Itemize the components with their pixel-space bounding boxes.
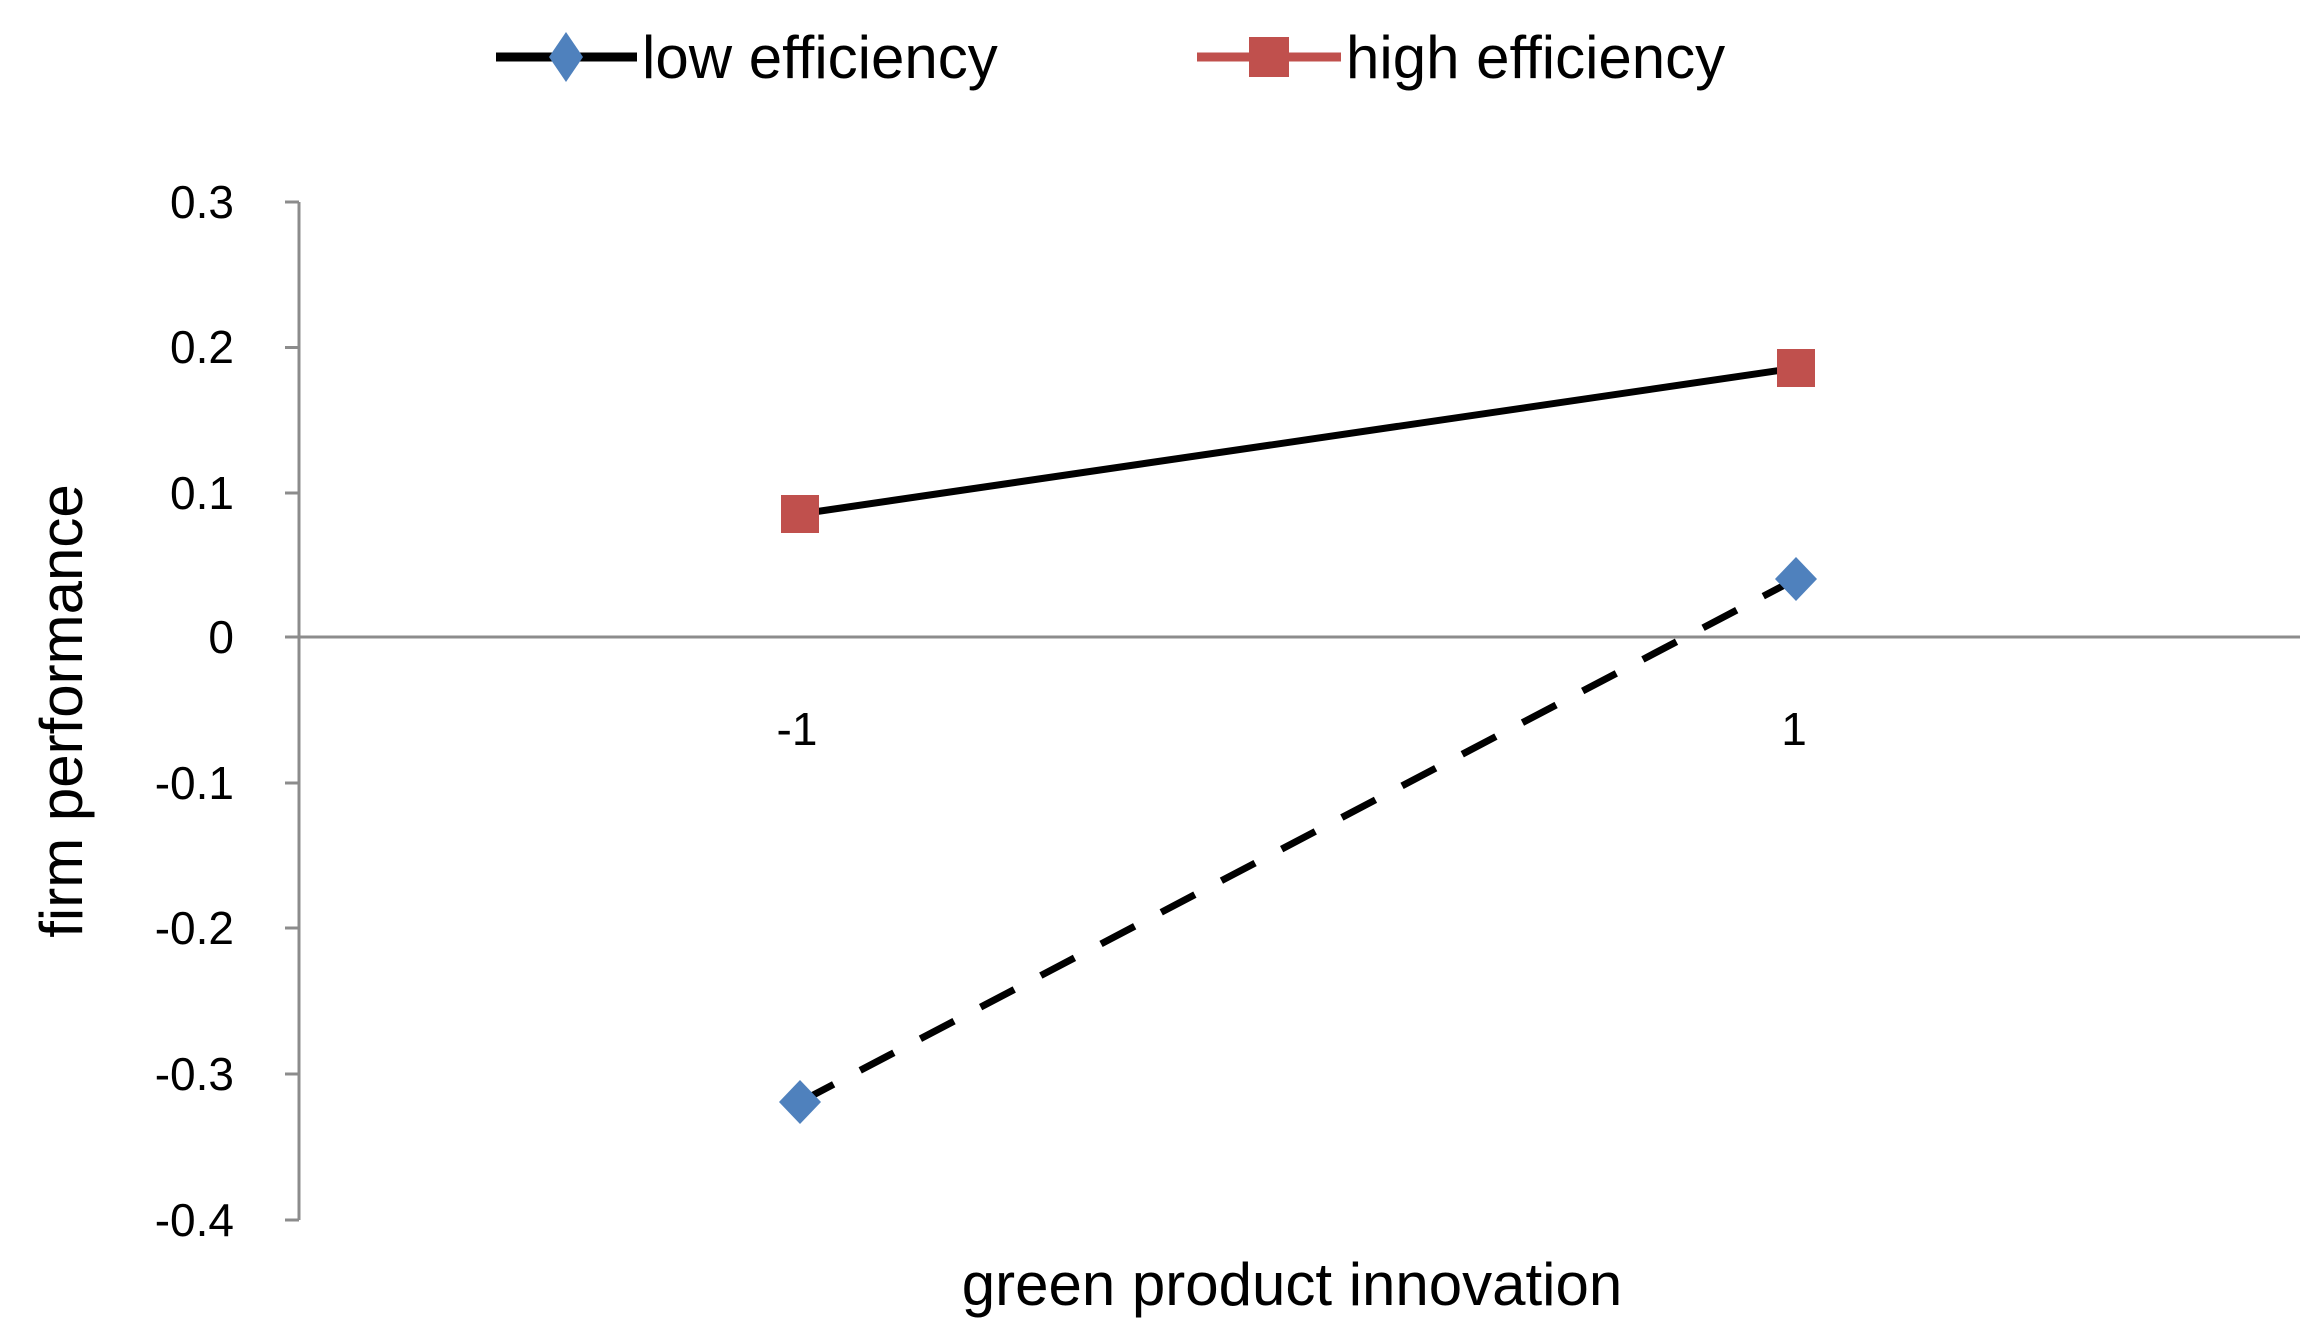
series-high-efficiency [781,349,1815,533]
legend-item-high-efficiency: high efficiency [1197,24,1725,91]
x-axis: -1 1 [299,635,2300,755]
x-tick-label: -1 [777,703,818,755]
square-marker-icon [781,495,819,533]
x-tick-label: 1 [1781,703,1807,755]
y-tick-label: 0 [208,611,234,663]
series-low-efficiency [779,557,1817,1124]
legend-label-high-efficiency: high efficiency [1346,24,1725,91]
y-tick-label: -0.2 [155,902,234,954]
y-axis-title: firm performance [28,484,95,937]
y-tick-label: -0.1 [155,757,234,809]
y-tick-label: 0.3 [170,176,234,228]
legend: low efficiency high efficiency [496,24,1725,91]
diamond-icon [549,32,583,82]
y-tick-label: 0.1 [170,467,234,519]
x-axis-title: green product innovation [962,1251,1622,1318]
y-tick-labels: 0.3 0.2 0.1 0 -0.1 -0.2 -0.3 -0.4 [155,176,234,1246]
y-ticks [285,200,299,1222]
diamond-marker-icon [1775,557,1817,601]
square-marker-icon [1777,349,1815,387]
y-tick-label: 0.2 [170,321,234,373]
legend-label-low-efficiency: low efficiency [642,24,998,91]
legend-item-low-efficiency: low efficiency [496,24,998,91]
y-tick-label: -0.4 [155,1194,234,1246]
square-icon [1249,37,1289,77]
y-axis: 0.3 0.2 0.1 0 -0.1 -0.2 -0.3 -0.4 [155,176,301,1246]
y-tick-label: -0.3 [155,1048,234,1100]
x-tick-labels: -1 1 [777,703,1807,755]
diamond-marker-icon [779,1080,821,1124]
